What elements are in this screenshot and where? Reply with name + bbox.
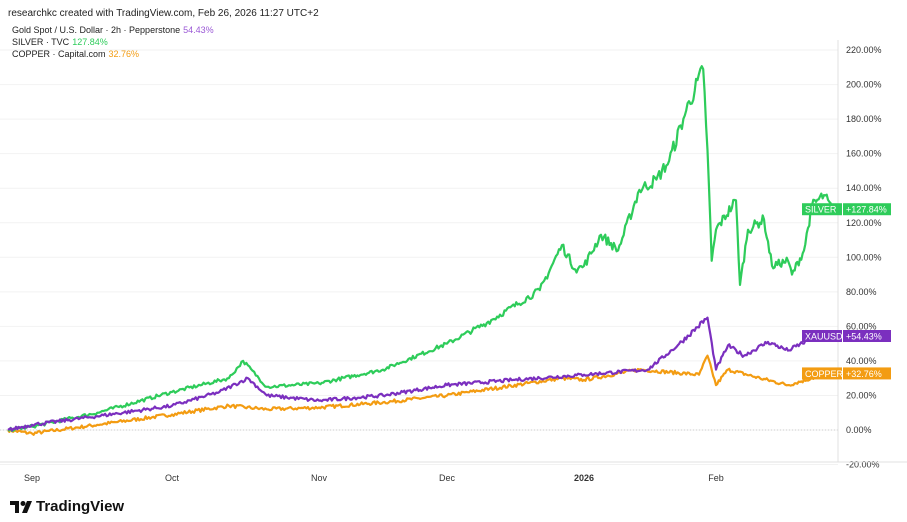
logo-text: TradingView	[36, 498, 125, 515]
series-name-tag	[802, 203, 842, 216]
series-value-tag-label: +32.76%	[846, 369, 882, 379]
legend-gold[interactable]: Gold Spot / U.S. Dollar · 2h · Peppersto…	[12, 25, 214, 35]
series-name-tag-label: COPPER	[805, 369, 844, 379]
legend-value: 127.84%	[72, 37, 108, 47]
legend-label: COPPER · Capital.com	[12, 49, 106, 59]
series-name-tag	[802, 367, 842, 380]
y-tick-label: 140.00%	[846, 183, 882, 193]
y-tick-label: 180.00%	[846, 114, 882, 124]
series-value-tag	[843, 203, 891, 216]
series-line-copper[interactable]	[7, 354, 833, 436]
legend-copper[interactable]: COPPER · Capital.com 32.76%	[12, 49, 139, 59]
series-name-tag	[802, 329, 842, 342]
tradingview-logo-icon	[10, 500, 32, 513]
x-tick-label: Feb	[708, 473, 724, 483]
legend-value: 54.43%	[183, 25, 214, 35]
legend-silver[interactable]: SILVER · TVC 127.84%	[12, 37, 108, 47]
y-tick-label: 80.00%	[846, 287, 877, 297]
series-value-tag	[843, 329, 891, 342]
series-value-tag-label: +127.84%	[846, 205, 887, 215]
y-tick-label: 20.00%	[846, 390, 877, 400]
y-tick-label: 60.00%	[846, 321, 877, 331]
y-tick-label: 0.00%	[846, 425, 872, 435]
y-tick-label: 200.00%	[846, 80, 882, 90]
y-tick-label: 220.00%	[846, 45, 882, 55]
legend-label: SILVER · TVC	[12, 37, 70, 47]
series-name-tag-label: XAUUSD	[805, 331, 843, 341]
x-tick-label: Sep	[24, 473, 40, 483]
series-line-xauusd[interactable]	[7, 316, 833, 432]
tradingview-logo: TradingView	[10, 498, 124, 515]
series-value-tag-label: +54.43%	[846, 331, 882, 341]
x-tick-label: Dec	[439, 473, 456, 483]
series-name-tag-label: SILVER	[805, 205, 837, 215]
series-value-tag	[843, 367, 891, 380]
y-tick-label: -20.00%	[846, 460, 880, 470]
legend-value: 32.76%	[108, 49, 140, 59]
legend-label: Gold Spot / U.S. Dollar · 2h · Peppersto…	[12, 25, 181, 35]
y-tick-label: 160.00%	[846, 149, 882, 159]
x-tick-label: Nov	[311, 473, 328, 483]
chart-header: researchkc created with TradingView.com,…	[8, 8, 319, 19]
series-line-silver[interactable]	[7, 65, 834, 433]
x-tick-label: 2026	[574, 473, 594, 483]
y-tick-label: 40.00%	[846, 356, 877, 366]
y-tick-label: 120.00%	[846, 218, 882, 228]
x-tick-label: Oct	[165, 473, 180, 483]
y-tick-label: 100.00%	[846, 252, 882, 262]
